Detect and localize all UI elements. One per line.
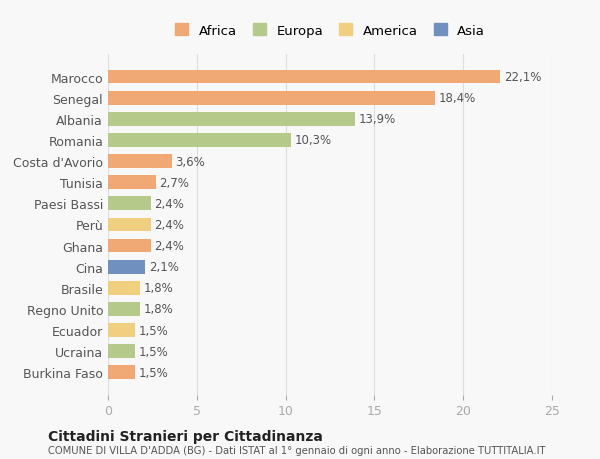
- Text: 10,3%: 10,3%: [295, 134, 332, 147]
- Bar: [108, 155, 172, 168]
- Legend: Africa, Europa, America, Asia: Africa, Europa, America, Asia: [168, 17, 492, 44]
- Text: 2,4%: 2,4%: [154, 240, 184, 252]
- Text: 1,5%: 1,5%: [138, 324, 168, 337]
- Text: 18,4%: 18,4%: [439, 92, 476, 105]
- Bar: [108, 71, 500, 84]
- Bar: [108, 366, 134, 379]
- Bar: [108, 239, 151, 253]
- Text: 2,4%: 2,4%: [154, 197, 184, 210]
- Text: 2,7%: 2,7%: [160, 176, 190, 189]
- Bar: [108, 176, 156, 190]
- Bar: [108, 112, 355, 126]
- Text: 13,9%: 13,9%: [358, 113, 395, 126]
- Text: 22,1%: 22,1%: [504, 71, 541, 84]
- Text: 3,6%: 3,6%: [175, 155, 205, 168]
- Text: 1,8%: 1,8%: [143, 303, 173, 316]
- Text: 1,8%: 1,8%: [143, 282, 173, 295]
- Text: 2,4%: 2,4%: [154, 218, 184, 231]
- Bar: [108, 281, 140, 295]
- Bar: [108, 134, 291, 147]
- Bar: [108, 302, 140, 316]
- Bar: [108, 197, 151, 211]
- Bar: [108, 345, 134, 358]
- Bar: [108, 324, 134, 337]
- Bar: [108, 92, 435, 105]
- Text: 2,1%: 2,1%: [149, 261, 179, 274]
- Text: 1,5%: 1,5%: [138, 366, 168, 379]
- Text: COMUNE DI VILLA D'ADDA (BG) - Dati ISTAT al 1° gennaio di ogni anno - Elaborazio: COMUNE DI VILLA D'ADDA (BG) - Dati ISTAT…: [48, 445, 545, 455]
- Bar: [108, 218, 151, 232]
- Bar: [108, 260, 145, 274]
- Text: Cittadini Stranieri per Cittadinanza: Cittadini Stranieri per Cittadinanza: [48, 429, 323, 443]
- Text: 1,5%: 1,5%: [138, 345, 168, 358]
